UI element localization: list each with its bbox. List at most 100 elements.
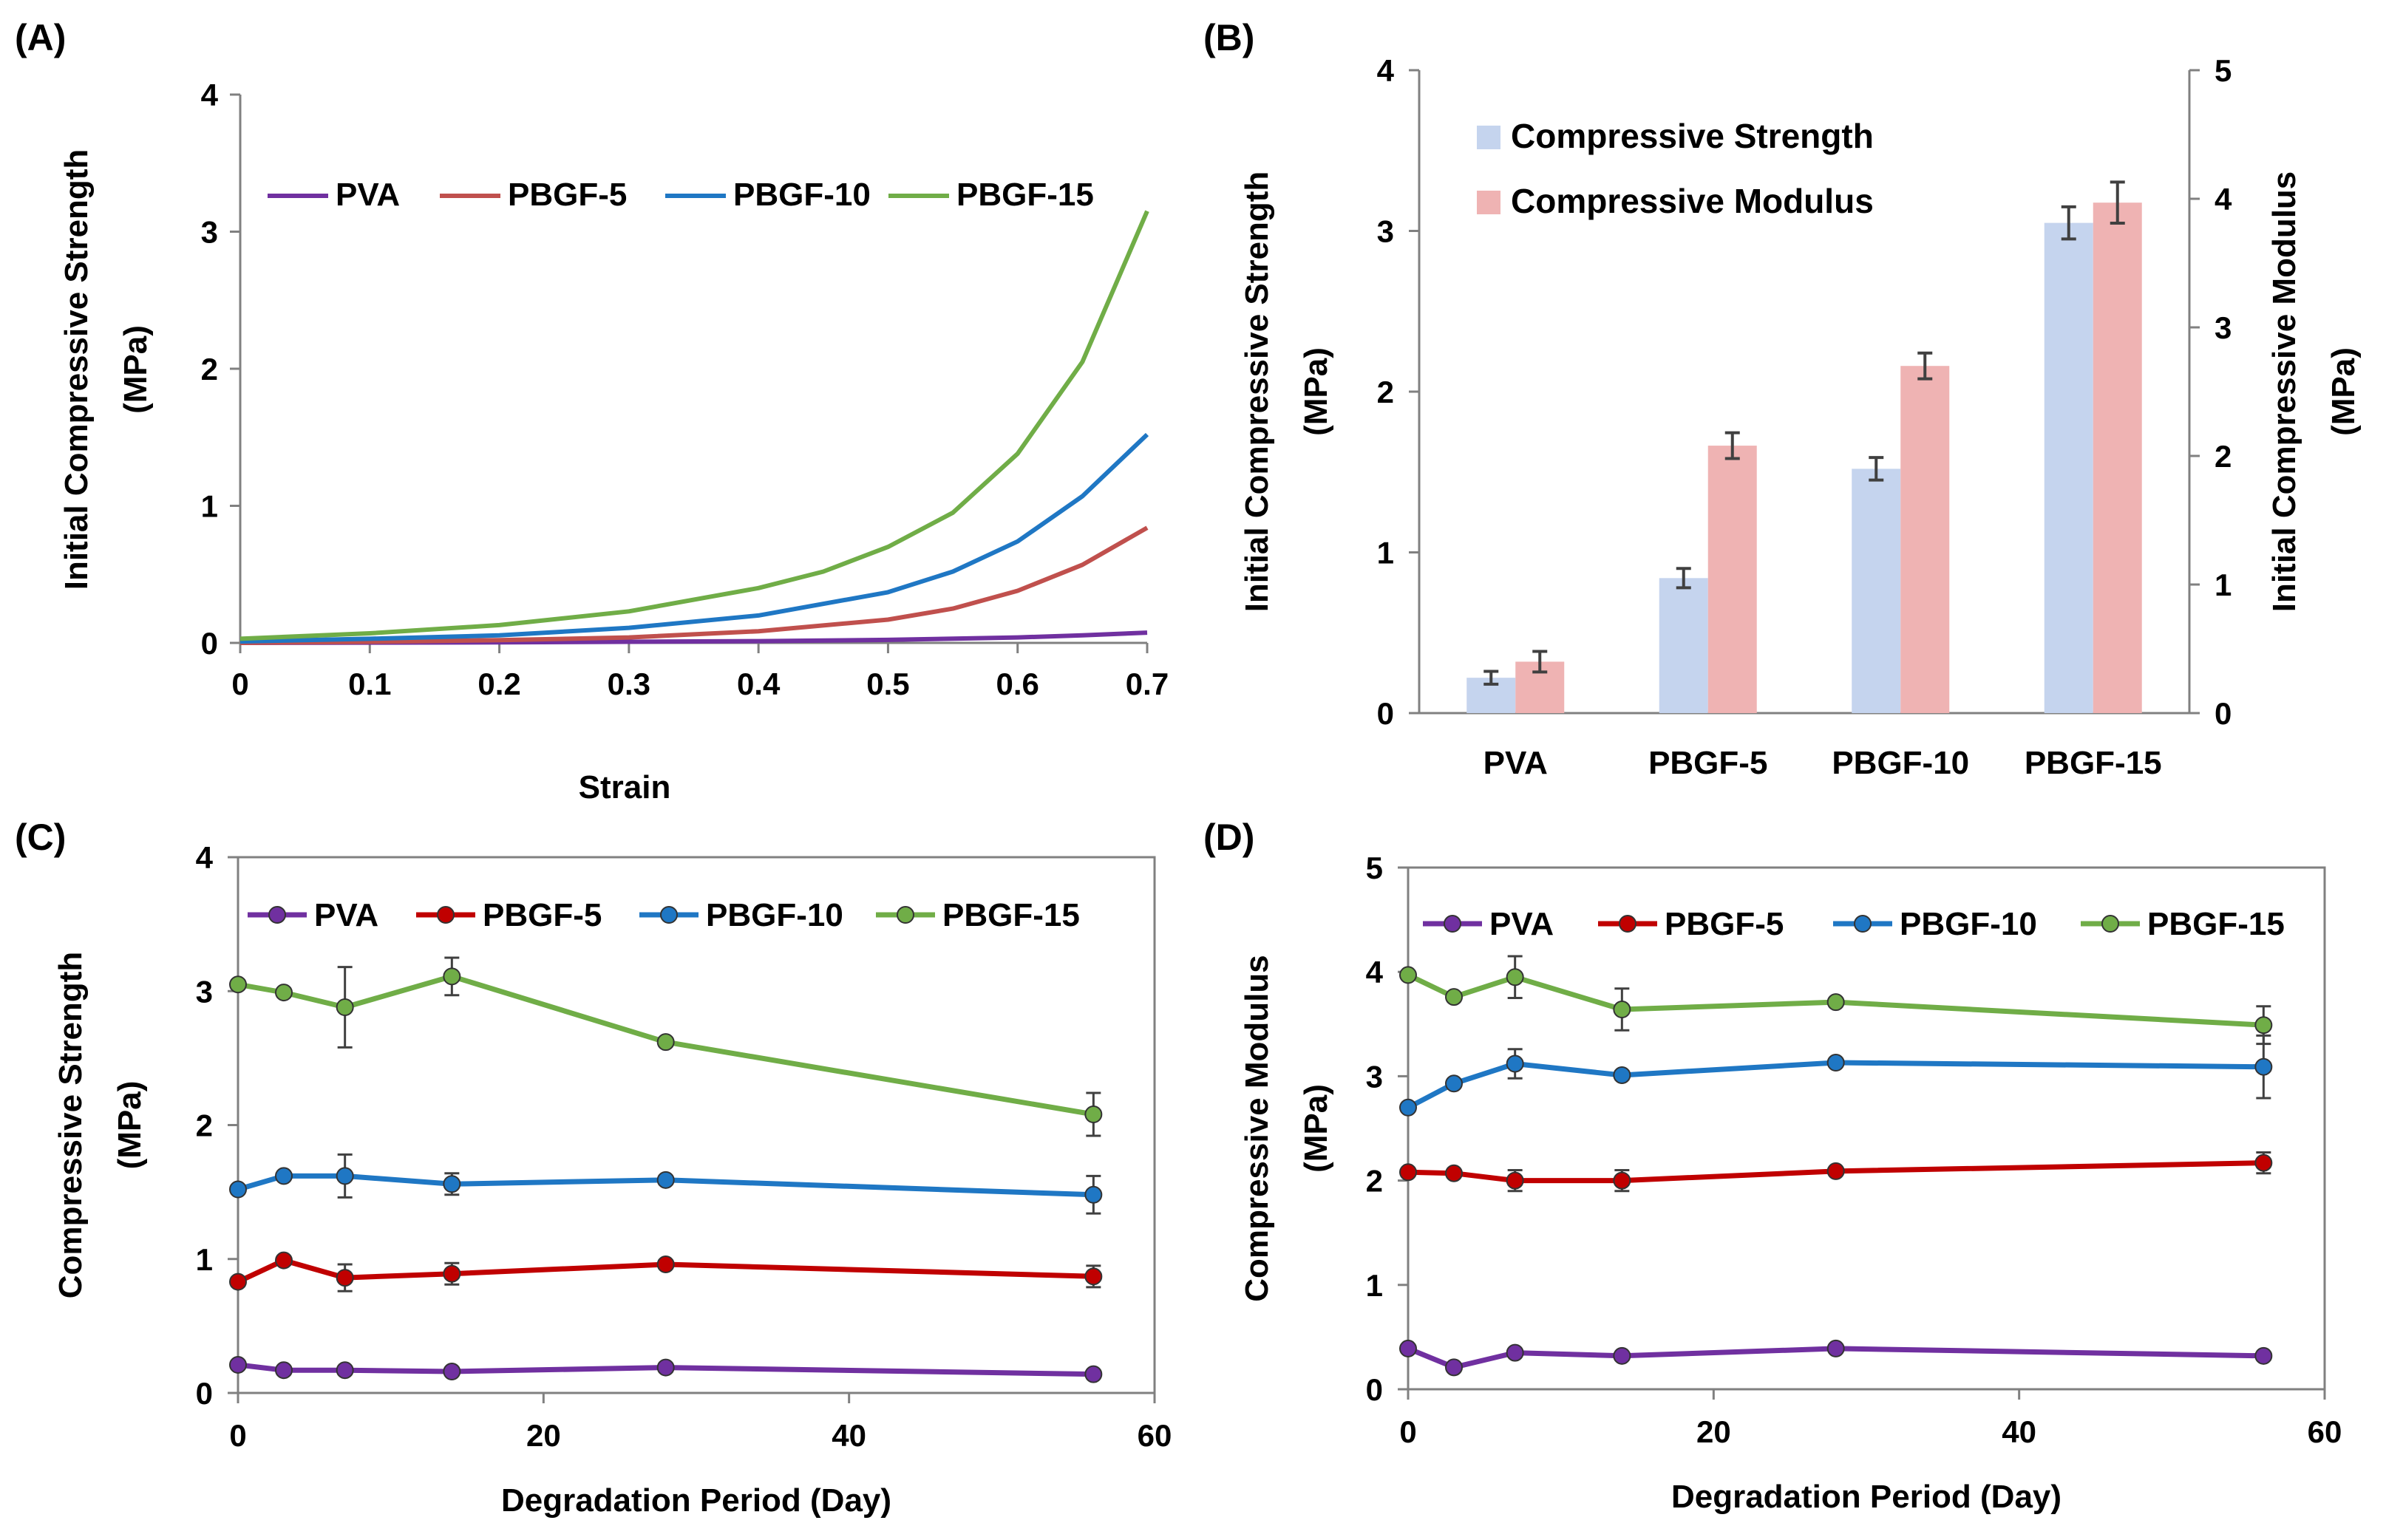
a-x-tick-label: 0.7: [1126, 667, 1169, 701]
b-bar-strength: [2044, 222, 2093, 713]
c-data-point: [275, 1167, 293, 1185]
a-series-line-pbgf-5: [239, 525, 1149, 645]
c-y-tick-label: 1: [196, 1242, 213, 1277]
b-y-tick-label: 1: [1377, 536, 1394, 570]
d-legend-marker: [1444, 915, 1461, 933]
b-y2-axis-label: Initial Compressive Modulus: [2266, 171, 2302, 613]
b-error-bar-strength: [1676, 567, 1691, 590]
d-legend-label: PBGF-10: [1900, 906, 2037, 942]
c-data-point: [229, 1272, 247, 1291]
d-data-point: [1826, 1339, 1845, 1357]
c-y-axis-label: Compressive Strength: [52, 952, 89, 1298]
c-data-point: [656, 1255, 675, 1273]
d-data-point: [1445, 1164, 1463, 1182]
c-data-point: [229, 1180, 247, 1199]
d-data-point: [1613, 1346, 1631, 1365]
a-x-tick-label: 0.5: [866, 667, 909, 701]
c-y-tick-label: 4: [196, 840, 214, 875]
b-error-bar-modulus: [2110, 180, 2125, 225]
c-y-tick-label: 0: [196, 1376, 213, 1411]
c-data-point: [336, 1361, 354, 1380]
d-data-point: [1613, 1001, 1631, 1019]
d-data-point: [1826, 993, 1845, 1012]
b-category-label: PBGF-15: [2025, 745, 2162, 781]
d-data-point: [1399, 1098, 1417, 1117]
d-data-point: [1399, 966, 1417, 984]
d-x-tick-label: 60: [2308, 1414, 2342, 1449]
b-y2-tick-label: 3: [2215, 310, 2232, 345]
a-x-tick-label: 0: [231, 667, 248, 701]
d-legend-marker: [1854, 915, 1872, 933]
d-legend-label: PVA: [1489, 906, 1554, 942]
b-category-label: PBGF-5: [1648, 745, 1767, 781]
c-data-point: [656, 1358, 675, 1377]
a-y-tick-label: 4: [201, 78, 219, 112]
d-y-tick-label: 0: [1366, 1372, 1383, 1407]
d-data-point: [2254, 1016, 2273, 1035]
a-y-tick-label: 1: [201, 489, 218, 524]
a-x-tick-label: 0.4: [737, 667, 781, 701]
c-data-point: [336, 1269, 354, 1287]
d-y-axis-label: Compressive Modulus: [1239, 955, 1275, 1301]
b-y2-tick-label: 2: [2215, 439, 2232, 474]
b-legend-label: Compressive Modulus: [1511, 182, 1874, 220]
c-y-tick-label: 2: [196, 1108, 213, 1143]
b-y2-tick-label: 1: [2215, 568, 2232, 602]
d-x-axis-label: Degradation Period (Day): [1671, 1479, 2062, 1515]
d-y-axis-label-units: (MPa): [1298, 1084, 1334, 1173]
a-y-axis-label-units: (MPa): [118, 325, 154, 414]
c-data-point: [1084, 1267, 1103, 1286]
c-legend-marker: [268, 906, 286, 924]
c-panel-label: (C): [15, 817, 66, 858]
c-x-tick-label: 60: [1138, 1418, 1172, 1453]
b-legend-swatch-strength: [1477, 126, 1500, 149]
d-data-point: [1506, 1171, 1524, 1190]
b-error-bar-modulus: [1724, 431, 1740, 460]
b-category-label: PVA: [1483, 745, 1548, 781]
b-panel-label: (B): [1203, 17, 1254, 58]
b-y-tick-label: 2: [1377, 375, 1394, 409]
d-data-point: [1826, 1054, 1845, 1072]
c-data-point: [336, 998, 354, 1016]
d-data-point: [2254, 1346, 2273, 1365]
d-x-tick-label: 40: [2002, 1414, 2036, 1449]
d-y-tick-label: 5: [1366, 851, 1383, 885]
b-error-bar-strength: [2061, 205, 2076, 241]
b-y2-tick-label: 5: [2215, 53, 2232, 88]
c-data-point: [275, 1251, 293, 1270]
b-error-bar-modulus: [1532, 650, 1548, 674]
b-bar-strength: [1659, 578, 1708, 713]
d-data-point: [1613, 1066, 1631, 1084]
c-data-point: [1084, 1185, 1103, 1204]
b-y-axis-label: Initial Compressive Strength: [1239, 171, 1275, 613]
c-y-tick-label: 3: [196, 974, 213, 1009]
d-legend-marker: [2101, 915, 2119, 933]
c-data-point: [443, 1264, 461, 1283]
b-error-bar-strength: [1869, 456, 1884, 482]
a-series-line-pbgf-10: [239, 432, 1149, 644]
b-legend-swatch-modulus: [1477, 191, 1500, 214]
a-x-tick-label: 0.6: [996, 667, 1039, 701]
d-data-point: [1399, 1163, 1417, 1182]
d-y-tick-label: 3: [1366, 1059, 1383, 1094]
c-data-point: [1084, 1105, 1103, 1123]
d-data-point: [1445, 1358, 1463, 1377]
b-bar-modulus: [2093, 202, 2142, 714]
d-data-point: [1613, 1171, 1631, 1190]
c-legend-label: PBGF-5: [483, 897, 602, 933]
a-x-tick-label: 0.3: [608, 667, 650, 701]
d-data-point: [1506, 968, 1524, 987]
c-legend-label: PBGF-10: [706, 897, 843, 933]
a-panel-label: (A): [15, 17, 66, 58]
d-data-point: [2254, 1057, 2273, 1076]
b-error-bar-modulus: [1917, 351, 1933, 381]
d-data-point: [1445, 1074, 1463, 1093]
a-x-tick-label: 0.1: [348, 667, 391, 701]
c-y-axis-label-units: (MPa): [112, 1081, 148, 1170]
d-data-point: [1826, 1162, 1845, 1180]
a-y-tick-label: 3: [201, 215, 218, 250]
b-y2-tick-label: 0: [2215, 696, 2232, 731]
d-y-tick-label: 1: [1366, 1268, 1383, 1303]
a-x-axis-label: Strain: [579, 769, 671, 805]
d-x-tick-label: 0: [1399, 1414, 1416, 1449]
